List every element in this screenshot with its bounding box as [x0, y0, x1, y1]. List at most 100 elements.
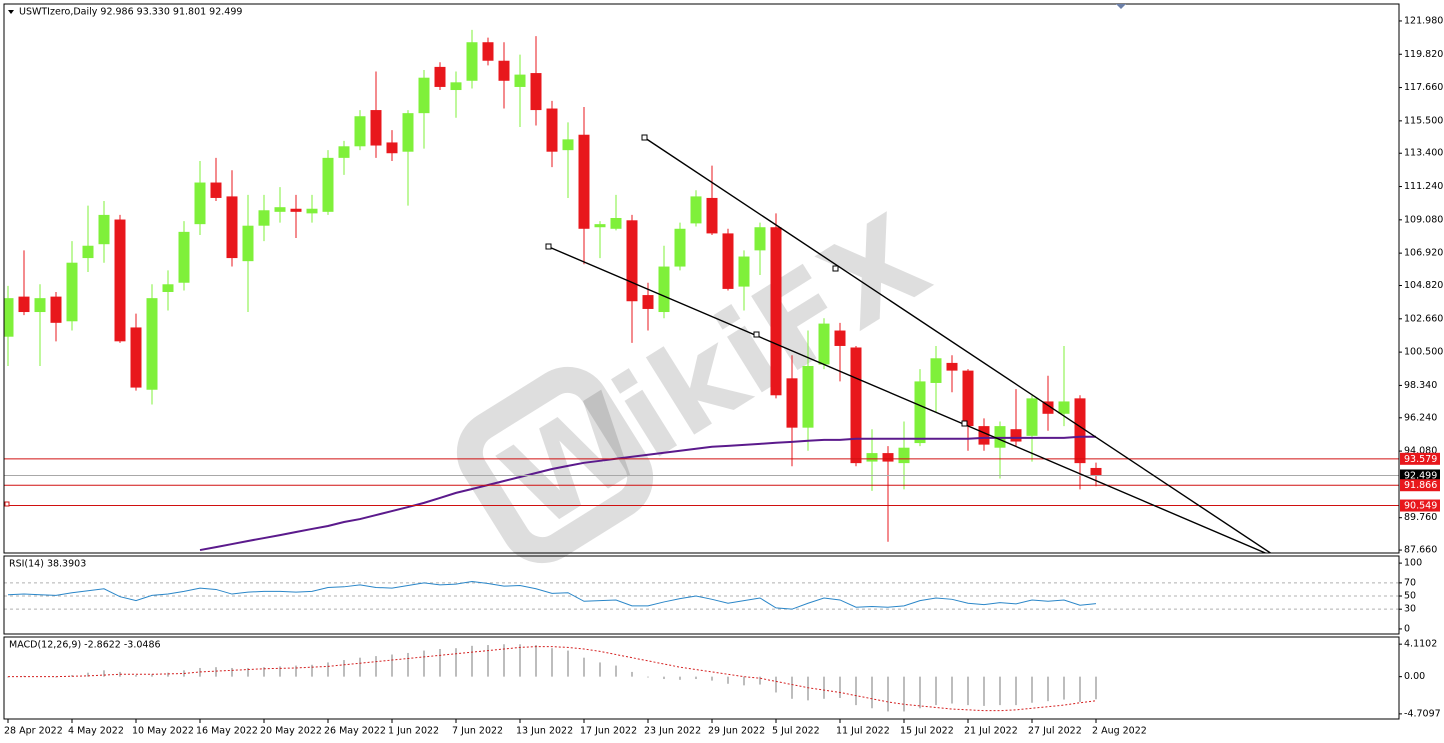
x-tick-label: 29 Jun 2022 — [708, 726, 765, 737]
candle-body — [898, 447, 910, 464]
anchor — [4, 501, 10, 507]
candle-body — [114, 219, 126, 342]
panel-title: USWTIzero,Daily 92.986 93.330 91.801 92.… — [19, 7, 242, 18]
shift-marker — [1116, 4, 1126, 9]
candle-body — [322, 157, 334, 212]
candle-body — [1010, 429, 1022, 442]
candle-body — [866, 453, 878, 462]
x-tick-label: 4 May 2022 — [68, 726, 124, 737]
y-tick-label: 119.820 — [1404, 49, 1443, 60]
x-tick-label: 23 Jun 2022 — [644, 726, 701, 737]
y-tick-label: 87.660 — [1404, 545, 1437, 556]
rsi-frame — [3, 555, 1400, 635]
y-tick-label: 109.080 — [1404, 214, 1443, 225]
anchor — [832, 265, 839, 272]
candle-body — [98, 214, 110, 245]
candle-body — [210, 182, 222, 198]
x-tick-label: 11 Jul 2022 — [836, 726, 890, 737]
candle-body — [130, 327, 142, 388]
price-label-box — [1400, 452, 1440, 465]
candle-body — [514, 74, 526, 87]
y-tick-label: 121.980 — [1404, 15, 1443, 26]
x-tick-label: 21 Jul 2022 — [964, 726, 1018, 737]
signal-line — [8, 646, 1097, 712]
rsi-panel — [4, 581, 1399, 610]
x-tick-label: 5 Jul 2022 — [772, 726, 820, 737]
candle-body — [82, 245, 94, 259]
rsi-line — [7, 581, 1097, 610]
price-label-box — [1400, 479, 1440, 492]
trend-lines — [4, 134, 1272, 553]
candle-body — [194, 182, 206, 225]
y-tick-label: -4.7097 — [1404, 708, 1441, 719]
y-tick-label: 0.00 — [1404, 671, 1425, 682]
candle-body — [946, 362, 958, 371]
y-tick-label: 50 — [1404, 591, 1416, 602]
candle-body — [1026, 398, 1038, 436]
panel-title: MACD(12,26,9) -2.8622 -3.0486 — [9, 640, 161, 651]
y-tick-label: 106.920 — [1404, 248, 1443, 259]
candle-body — [690, 196, 702, 224]
y-tick-label: 102.660 — [1404, 313, 1443, 324]
candle-body — [242, 225, 254, 262]
candle-body — [594, 224, 606, 228]
candle-body — [706, 197, 718, 234]
anchor — [753, 331, 760, 338]
candle-body — [770, 227, 782, 396]
candle-body — [434, 66, 446, 87]
macd-frame — [3, 636, 1400, 720]
candle-body — [450, 82, 462, 91]
candle-body — [466, 42, 478, 81]
y-tick-label: 117.660 — [1404, 82, 1443, 93]
x-tick-label: 16 May 2022 — [196, 726, 258, 737]
y-tick-label: 104.820 — [1404, 280, 1443, 291]
price-label: 91.866 — [1404, 480, 1437, 491]
candle-body — [626, 220, 638, 302]
axes: 121.980 119.820 117.660 115.500 113.400 111.2… — [4, 7, 1443, 737]
candle-body — [178, 231, 190, 283]
candle-body — [882, 453, 894, 462]
candle-body — [338, 146, 350, 158]
y-tick-label: 94.080 — [1404, 446, 1437, 457]
price-panel — [4, 29, 1399, 552]
watermark-logo — [456, 366, 654, 564]
x-tick-label: 13 Jun 2022 — [516, 726, 573, 737]
x-tick-label: 17 Jun 2022 — [580, 726, 637, 737]
y-tick-label: 100.500 — [1404, 347, 1443, 358]
price-label: 92.499 — [1404, 470, 1437, 481]
candle-body — [962, 370, 974, 427]
candle-body — [578, 134, 590, 229]
candle-body — [834, 330, 846, 346]
y-tick-label: 96.240 — [1404, 412, 1437, 423]
y-tick-label: 115.500 — [1404, 115, 1443, 126]
x-tick-label: 1 Jun 2022 — [388, 726, 439, 737]
candle-body — [642, 295, 654, 309]
candle-body — [1058, 401, 1070, 414]
candle-body — [4, 298, 14, 337]
candle-body — [530, 73, 542, 111]
candle-body — [418, 77, 430, 114]
price-label: 90.549 — [1404, 501, 1437, 512]
x-tick-label: 2 Aug 2022 — [1092, 726, 1147, 737]
y-tick-label: 4.1102 — [1404, 639, 1437, 650]
menu-arrow[interactable] — [8, 10, 14, 14]
candle-body — [402, 113, 414, 152]
candle-body — [1074, 398, 1086, 464]
panel-title: RSI(14) 38.3903 — [9, 559, 86, 570]
anchor — [961, 420, 968, 427]
y-tick-label: 89.760 — [1404, 512, 1437, 523]
candle-body — [306, 208, 318, 214]
candle-body — [610, 217, 622, 229]
y-tick-label: 30 — [1404, 604, 1416, 615]
candle-body — [498, 60, 510, 81]
price-label: 93.579 — [1404, 454, 1437, 465]
candle-body — [274, 207, 286, 212]
candle-body — [162, 284, 174, 292]
x-tick-label: 28 Apr 2022 — [4, 726, 63, 737]
y-tick-label: 70 — [1404, 577, 1416, 588]
candle-body — [354, 116, 366, 147]
trend-line — [548, 246, 1268, 553]
candle-body — [674, 228, 686, 267]
